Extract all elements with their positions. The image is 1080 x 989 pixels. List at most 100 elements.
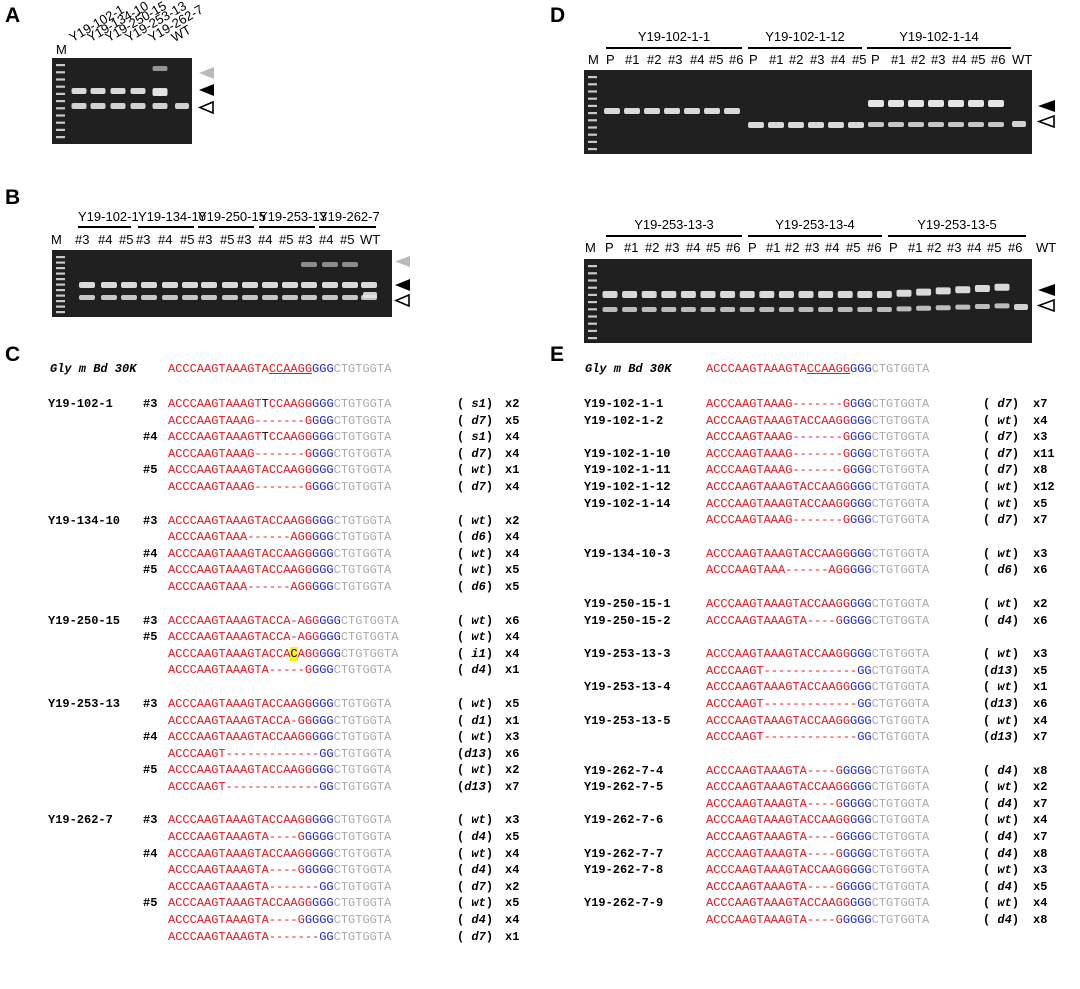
clone-count: x12 <box>1033 479 1055 494</box>
sequence-segment: CTGTGGTA <box>871 680 930 695</box>
gel-band <box>704 108 720 114</box>
sequence-segment: CTGTGGTA <box>333 413 392 428</box>
sequence-segment: GGG <box>850 546 872 561</box>
mutation-code: wt <box>997 479 1012 494</box>
aligned-sequence: ACCCAAGTAAAGTA----GGGGGCTGTGGTA <box>706 879 929 896</box>
alignment-block-e: Y19-102-1-1 ACCCAAGTAAAG-------GGGGCTGTGG… <box>584 396 1074 929</box>
aligned-sequence: ACCCAAGTAAAGTA----GGGGGCTGTGGTA <box>706 912 929 929</box>
sequence-segment: CTGTGGTA <box>871 546 930 561</box>
sequence-row: ACCCAAGTAAAGTA----GGGGGCTGTGGTA ( d4) x7 <box>584 796 1074 813</box>
group-underline <box>606 47 742 49</box>
lane-label: P <box>889 240 898 255</box>
group-label: Y19-102-1 <box>78 209 139 224</box>
mutation-type: ( wt) <box>983 413 1020 428</box>
sequence-segment: GGGG <box>304 913 334 928</box>
gel-band <box>622 307 638 312</box>
sequence-segment: CTGTGGTA <box>871 896 930 911</box>
gel-band <box>876 307 892 312</box>
sequence-segment: GGG <box>319 630 341 645</box>
gel-band <box>974 285 990 292</box>
gel-band <box>908 122 924 127</box>
lane-label: #1 <box>769 52 784 67</box>
gel-band <box>988 100 1004 107</box>
mutation-code: d13 <box>990 696 1012 711</box>
clone-count: x5 <box>505 563 520 578</box>
mutation-code: d6 <box>471 579 486 594</box>
clone-count: x6 <box>1033 696 1048 711</box>
clone-count: x7 <box>1033 796 1048 811</box>
lane-label: #3 <box>237 232 252 247</box>
gel-image-d-top <box>584 70 1032 154</box>
lane-label: #4 <box>98 232 113 247</box>
group-underline <box>78 226 131 228</box>
mutation-type: ( d4) <box>983 613 1020 628</box>
open-arrowhead-icon <box>393 293 410 307</box>
sequence-segment: GGGG <box>842 830 872 845</box>
lane-label: #4 <box>831 52 846 67</box>
mutation-type: (d13) <box>983 730 1020 745</box>
mutation-code: wt <box>997 863 1012 878</box>
marker-band <box>56 100 65 103</box>
clone-count: x1 <box>505 713 520 728</box>
gray-arrowhead-icon <box>395 256 410 267</box>
sequence-row: ACCCAAGTAAA------AGGGGGCTGTGGTA ( d6) x6 <box>584 562 1074 579</box>
mutation-code: s1 <box>471 430 486 445</box>
black-arrowhead-icon <box>395 279 410 291</box>
sequence-segment: ACCCAAGTAAAG-------G <box>706 397 851 411</box>
gel-band <box>857 307 873 312</box>
sequence-segment: ACCCAAGT------------- <box>168 746 320 761</box>
aligned-sequence: ACCCAAGT-------------GGCTGTGGTA <box>706 696 929 713</box>
sequence-segment: CTGTGGTA <box>871 563 930 578</box>
clone-number: #4 <box>143 546 158 561</box>
mutation-type: ( wt) <box>457 613 494 628</box>
aligned-sequence: ACCCAAGTAAAGTACCA-AGGGGGCTGTGGTA <box>168 613 398 630</box>
mutation-code: i1 <box>471 646 486 661</box>
row-spacer <box>584 529 1074 546</box>
gel-band <box>101 282 117 288</box>
gel-band <box>818 291 834 298</box>
sequence-segment: GGGG <box>304 863 334 878</box>
clone-count: x3 <box>1033 647 1048 662</box>
sequence-segment: ACCCAAGTAAAGTACCAAGG <box>706 780 851 795</box>
group-label: Y19-253-13 <box>259 209 327 224</box>
aligned-sequence: ACCCAAGTAAAGTACCAAGGGGGCTGTGGTA <box>706 546 929 563</box>
mutation-code: d7 <box>997 513 1012 528</box>
line-name: Y19-262-7-8 <box>584 863 664 878</box>
panel-label-a: A <box>5 4 21 27</box>
aligned-sequence: ACCCAAGTAAAGTACCAAGGGGGCTGTGGTA <box>706 479 929 496</box>
lane-label-marker: M <box>56 42 67 57</box>
mutation-type: ( wt) <box>983 647 1020 662</box>
clone-count: x2 <box>1033 596 1048 611</box>
sequence-segment: GGG <box>850 430 872 445</box>
marker-band <box>588 90 597 93</box>
gel-band <box>748 122 764 128</box>
mutation-code: wt <box>997 713 1012 728</box>
aligned-sequence: ACCCAAGTAAAG-------GGGGCTGTGGTA <box>706 462 929 479</box>
lane-label: #6 <box>867 240 882 255</box>
gel-band <box>162 295 178 300</box>
sequence-segment: ACCCAAGTAAAGTACCAAGG <box>706 413 851 428</box>
mutation-code: d4 <box>471 863 486 878</box>
sequence-segment: ACCCAAGT------------- <box>706 696 858 711</box>
lane-label: #4 <box>825 240 840 255</box>
mutation-code: wt <box>471 463 486 478</box>
sequence-row: Y19-102-1-2 ACCCAAGTAAAGTACCAAGGGGGCTGTGG… <box>584 413 1074 430</box>
mutation-type: ( d4) <box>457 830 494 845</box>
gel-band <box>974 304 990 309</box>
sequence-segment: GGG <box>312 546 334 561</box>
group-underline <box>138 226 194 228</box>
gel-band <box>222 282 238 288</box>
sequence-segment: CTGTGGTA <box>333 929 392 944</box>
sequence-row: ACCCAAGTAAAGTA----GGGGGCTGTGGTA ( d4) x7 <box>584 829 1074 846</box>
lane-label: P <box>748 240 757 255</box>
sequence-segment: GGG <box>850 463 872 478</box>
sequence-segment: ACCCAAGTAAAGT <box>168 397 262 411</box>
marker-band <box>56 283 65 286</box>
sequence-segment: ACCCAAGTAAAGTACCAAGG <box>706 896 851 911</box>
gel-b-bands <box>56 256 377 314</box>
gel-band <box>908 100 924 107</box>
clone-count: x4 <box>505 846 520 861</box>
line-name: Y19-102-1-10 <box>584 446 671 461</box>
sequence-row: Y19-253-13-4 ACCCAAGTAAAGTACCAAGGGGGCTGTG… <box>584 679 1074 696</box>
sequence-segment: ACCCAAGTAAAGTACCAAGG <box>168 513 313 528</box>
